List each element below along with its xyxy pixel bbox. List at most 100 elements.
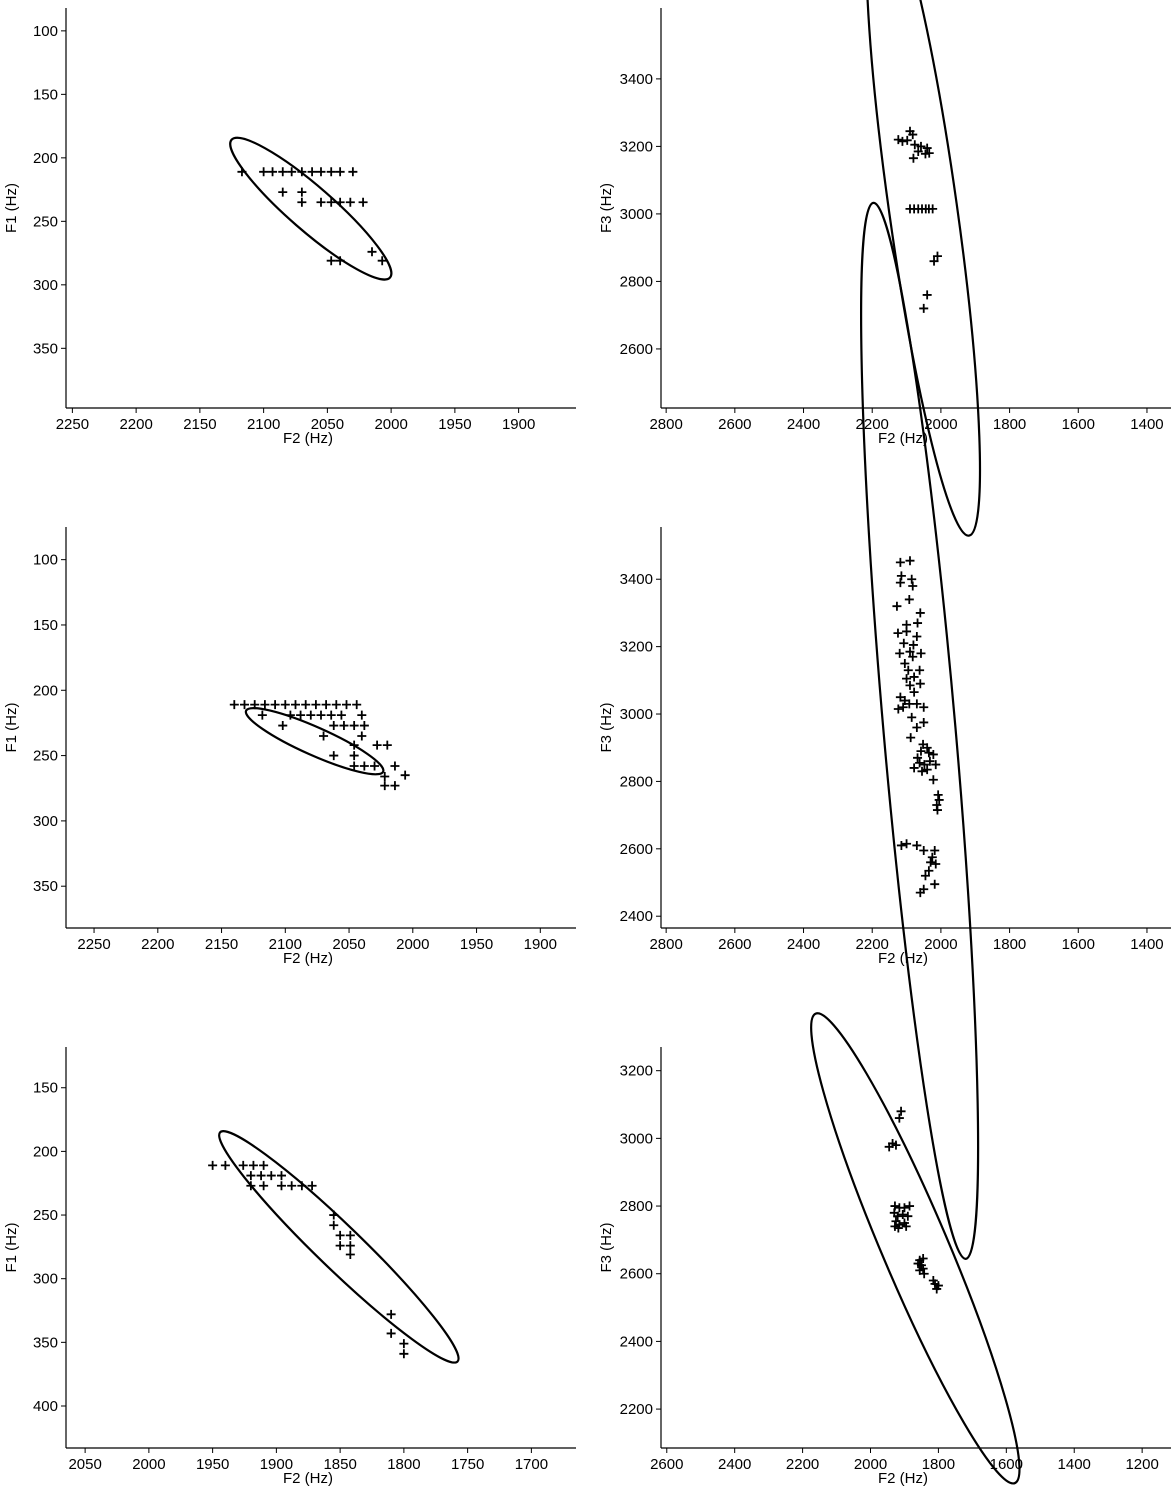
data-point	[359, 761, 369, 771]
y-axis-label: F3 (Hz)	[598, 703, 615, 753]
x-tick-label: 1850	[323, 1456, 356, 1473]
data-point	[928, 204, 938, 214]
x-tick-label: 1600	[990, 1456, 1023, 1473]
y-tick-label: 100	[33, 552, 58, 569]
data-point	[898, 1210, 908, 1220]
data-point	[352, 700, 362, 710]
data-point	[919, 760, 929, 770]
data-point	[237, 167, 247, 177]
data-point	[930, 879, 940, 889]
data-point	[910, 140, 920, 150]
data-point	[280, 700, 290, 710]
x-tick-label: 2400	[787, 416, 820, 433]
data-point	[331, 700, 341, 710]
data-point	[894, 1113, 904, 1123]
x-tick-label: 1950	[196, 1456, 229, 1473]
chart-panel-5: 2050 2000 1950 1900 1850 1800 1750 1700 150 200 25…	[3, 1047, 576, 1487]
data-point	[922, 290, 932, 300]
x-axis-label: F2 (Hz)	[283, 430, 333, 447]
data-point	[390, 761, 400, 771]
data-point	[266, 1171, 276, 1181]
data-point	[400, 770, 410, 780]
data-point	[906, 733, 916, 743]
data-point	[908, 652, 918, 662]
data-point	[220, 1160, 230, 1170]
data-point	[359, 721, 369, 731]
y-tick-label: 200	[33, 682, 58, 699]
data-point	[904, 699, 914, 709]
data-point	[929, 256, 939, 266]
data-point	[307, 167, 317, 177]
x-tick-label: 2100	[247, 416, 280, 433]
x-tick-label: 2050	[311, 416, 344, 433]
data-point	[316, 167, 326, 177]
data-point	[342, 700, 351, 710]
data-point	[918, 1254, 928, 1263]
data-point	[896, 571, 906, 581]
data-point	[893, 1223, 903, 1233]
y-tick-label: 2800	[620, 773, 653, 790]
data-point	[932, 1284, 942, 1294]
data-point	[278, 187, 288, 197]
data-point	[893, 704, 903, 714]
data-point	[919, 717, 929, 727]
confidence-ellipse	[860, 201, 980, 1260]
data-point	[278, 167, 288, 177]
data-point	[916, 746, 926, 756]
x-tick-label: 2000	[924, 936, 957, 953]
data-point	[297, 1181, 307, 1191]
y-tick-label: 3200	[620, 138, 653, 155]
data-point	[250, 700, 260, 710]
data-point	[386, 1328, 396, 1338]
data-point	[912, 840, 922, 850]
data-point	[932, 805, 942, 815]
data-point	[934, 795, 944, 805]
y-tick-label: 250	[33, 748, 58, 765]
data-point	[919, 845, 929, 855]
y-tick-label: 200	[33, 150, 58, 167]
data-point	[909, 687, 919, 697]
y-axis-label: F1 (Hz)	[3, 703, 20, 753]
data-point	[238, 1160, 248, 1170]
data-point	[349, 721, 359, 731]
confidence-ellipse	[229, 136, 393, 281]
data-point	[924, 748, 934, 758]
y-tick-label: 150	[33, 617, 58, 634]
data-point	[276, 1181, 286, 1191]
x-tick-label: 2000	[396, 936, 429, 953]
data-point	[306, 710, 316, 720]
x-axis-label: F2 (Hz)	[283, 1470, 333, 1487]
x-tick-label: 1950	[438, 416, 471, 433]
data-point	[208, 1160, 218, 1170]
y-tick-label: 200	[33, 1143, 58, 1160]
data-point	[905, 647, 915, 657]
y-tick-label: 350	[33, 340, 58, 357]
data-point	[259, 167, 269, 177]
data-point	[296, 710, 306, 720]
data-point	[349, 761, 359, 771]
x-tick-label: 2600	[650, 1456, 683, 1473]
data-point	[913, 146, 923, 156]
data-point	[297, 187, 307, 197]
data-point	[287, 1181, 297, 1191]
data-point	[248, 1160, 258, 1170]
data-point	[930, 845, 940, 855]
x-tick-label: 1800	[387, 1456, 420, 1473]
data-point	[919, 303, 929, 313]
x-tick-label: 2400	[718, 1456, 751, 1473]
chart-panel-1: 2250 2200 2150 2100 2050 2000 1950 1900 100 150 20…	[3, 8, 576, 447]
data-point	[896, 1106, 906, 1116]
data-point	[891, 1140, 901, 1150]
x-tick-label: 2600	[718, 416, 751, 433]
data-point	[916, 141, 926, 151]
x-tick-label: 2400	[787, 936, 820, 953]
data-point	[893, 135, 903, 145]
data-point	[307, 1181, 317, 1191]
data-point	[240, 700, 249, 710]
data-point	[896, 840, 906, 850]
data-point	[913, 618, 923, 628]
y-tick-label: 3200	[620, 639, 653, 656]
data-point	[382, 740, 392, 750]
data-point	[335, 197, 345, 207]
